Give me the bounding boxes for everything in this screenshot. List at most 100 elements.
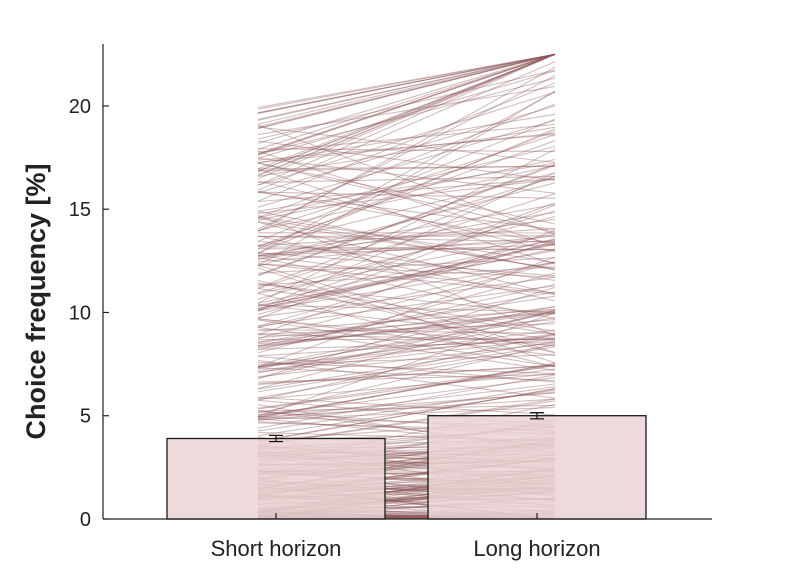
participant-line <box>257 190 556 245</box>
participant-line <box>257 193 556 290</box>
participant-line <box>257 215 556 293</box>
participant-line <box>257 172 556 247</box>
participant-line <box>257 282 556 332</box>
participant-line <box>257 267 556 364</box>
participant-line <box>257 240 556 255</box>
participant-line <box>257 398 556 418</box>
participant-line <box>257 165 556 172</box>
participant-line <box>257 341 556 390</box>
participant-line <box>257 246 556 251</box>
participant-line <box>257 261 556 312</box>
participant-line <box>257 337 556 357</box>
error-bars <box>269 412 544 443</box>
participant-line <box>257 287 556 335</box>
participant-line <box>257 360 556 399</box>
participant-line <box>257 292 556 368</box>
participant-line <box>257 69 556 140</box>
participant-line <box>257 214 556 337</box>
participant-line <box>257 175 556 183</box>
participant-line <box>257 317 556 357</box>
participant-line <box>257 202 556 312</box>
y-tick-label: 10 <box>69 302 91 324</box>
participant-line <box>257 53 556 110</box>
participant-line <box>257 355 556 383</box>
participant-line <box>257 373 556 400</box>
participant-line <box>257 238 556 315</box>
participant-line <box>257 346 556 399</box>
participant-line <box>257 233 556 294</box>
participant-line <box>257 165 556 170</box>
participant-line <box>257 387 556 443</box>
participant-line <box>257 91 556 186</box>
participant-line <box>257 53 556 155</box>
participant-line <box>257 257 556 274</box>
participant-line <box>257 210 556 300</box>
participant-line <box>257 218 556 257</box>
participant-line <box>257 323 556 335</box>
participant-line <box>257 235 556 243</box>
participant-line <box>257 228 556 247</box>
participant-line <box>257 404 556 412</box>
participant-line <box>257 311 556 347</box>
x-tick-label: Long horizon <box>473 536 600 561</box>
participant-line <box>257 53 556 186</box>
participant-line <box>257 53 556 155</box>
participant-line <box>257 53 556 130</box>
participant-line <box>257 343 556 414</box>
participant-line <box>257 162 556 225</box>
participant-line <box>257 362 556 419</box>
participant-line <box>257 82 556 202</box>
bars <box>166 415 647 520</box>
participant-line <box>257 204 556 257</box>
y-tick-label: 20 <box>69 96 91 118</box>
participant-line <box>257 130 556 250</box>
y-axis-label: Choice frequency [%] <box>21 163 51 439</box>
participant-line <box>257 140 556 181</box>
participant-line <box>257 244 556 256</box>
participant-line <box>257 90 556 267</box>
participant-line <box>257 103 556 219</box>
participant-line <box>257 75 556 230</box>
participant-line <box>257 364 556 386</box>
participant-line <box>257 124 556 236</box>
y-ticks: 0 5 10 15 20 <box>69 96 109 531</box>
participant-line <box>257 235 556 237</box>
participant-line <box>257 162 556 233</box>
participant-line <box>257 164 556 232</box>
participant-line <box>257 252 556 277</box>
participant-line <box>257 317 556 368</box>
participant-line <box>257 180 556 253</box>
y-tick-label: 5 <box>80 406 91 428</box>
participant-line <box>257 311 556 339</box>
participant-line <box>257 283 556 315</box>
participant-line <box>257 242 556 310</box>
participant-line <box>257 159 556 221</box>
participant-line <box>257 105 556 194</box>
participant-line <box>257 326 556 371</box>
participant-line <box>257 388 556 442</box>
y-tick-label: 0 <box>80 509 91 531</box>
participant-line <box>257 157 556 194</box>
participant-line <box>257 178 556 203</box>
participant-line <box>257 249 556 306</box>
participant-line <box>257 119 556 208</box>
participant-line <box>257 392 556 416</box>
participant-line <box>257 263 556 295</box>
participant-line <box>257 53 556 180</box>
participant-line <box>257 328 556 334</box>
participant-line <box>257 150 556 247</box>
participant-line <box>257 264 556 353</box>
participant-line <box>257 256 556 368</box>
participant-line <box>257 162 556 212</box>
participant-line <box>257 310 556 379</box>
participant-line <box>257 243 556 308</box>
participant-line <box>257 191 556 199</box>
participant-line <box>257 53 556 176</box>
participant-line <box>257 283 556 351</box>
participant-line <box>257 53 556 129</box>
participant-line <box>257 303 556 340</box>
participant-line <box>257 126 556 177</box>
participant-line <box>257 406 556 421</box>
participant-line <box>257 175 556 289</box>
